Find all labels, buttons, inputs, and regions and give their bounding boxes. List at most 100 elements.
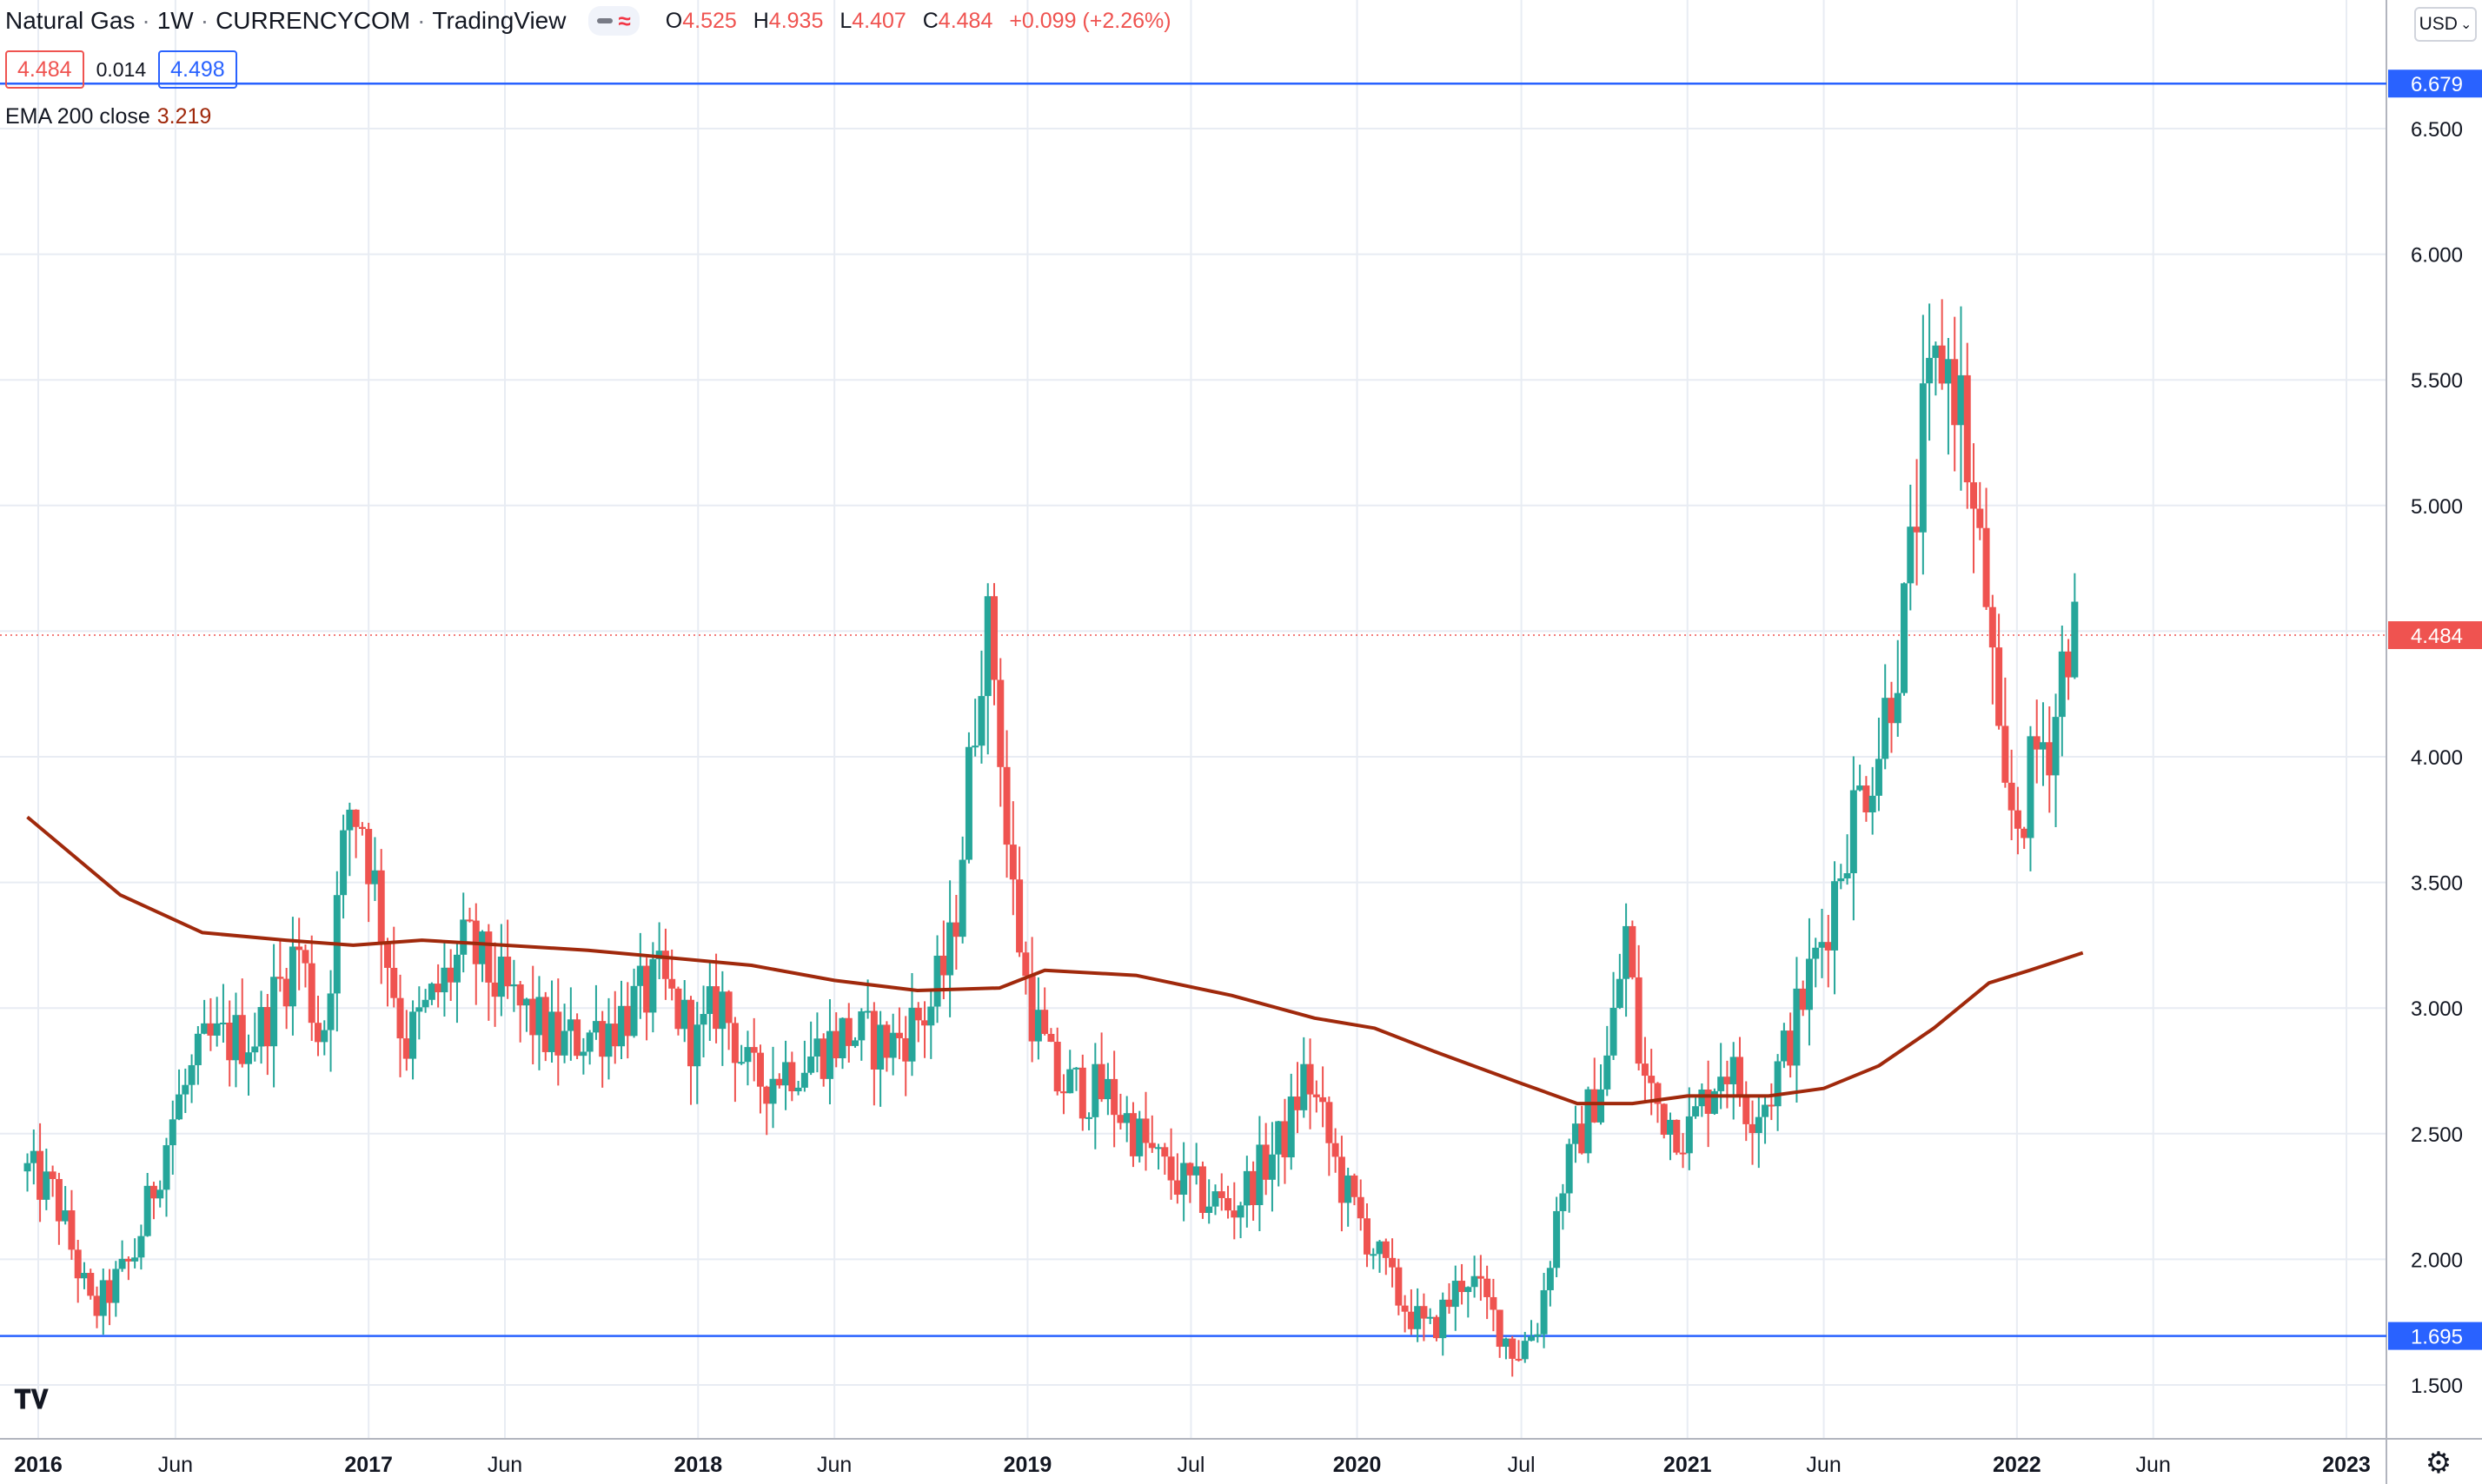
ema-label: EMA 200 close: [5, 104, 150, 129]
candle-body: [182, 1084, 189, 1095]
candle-body: [282, 978, 290, 1007]
candle-body: [1066, 1069, 1074, 1094]
candle-body: [800, 1072, 808, 1088]
separator-dot: ·: [142, 7, 150, 34]
candle-body: [1439, 1299, 1447, 1339]
candle-body: [1995, 647, 2003, 726]
candle-body: [1888, 698, 1895, 724]
candle-body: [820, 1038, 827, 1079]
price-axis-label-bg: [2388, 1322, 2482, 1350]
candle-body: [1047, 1033, 1055, 1043]
x-tick-label: 2021: [1663, 1453, 1712, 1477]
interval-label[interactable]: 1W: [156, 7, 194, 34]
candle-body: [1490, 1296, 1497, 1310]
candle-body: [1407, 1311, 1415, 1329]
wave-icon[interactable]: ≈: [618, 7, 631, 34]
candle-body: [655, 951, 663, 959]
candle-body: [775, 1078, 783, 1086]
candle-body: [1092, 1063, 1099, 1117]
candle-body: [1059, 1091, 1067, 1094]
hide-icon[interactable]: [597, 18, 614, 23]
candle-body: [1363, 1218, 1370, 1255]
candle-body: [74, 1249, 82, 1279]
candle-body: [1907, 527, 1915, 584]
candle-body: [143, 1185, 151, 1236]
gear-icon[interactable]: ⚙: [2425, 1447, 2452, 1480]
candle-body: [813, 1038, 821, 1057]
candle-body: [1868, 795, 1876, 813]
candle-body: [1787, 1030, 1795, 1066]
candle-body: [441, 967, 448, 993]
candle-body: [1723, 1077, 1731, 1084]
candle-body: [1818, 942, 1826, 948]
candle-body: [1432, 1316, 1440, 1339]
candle-body: [1022, 952, 1030, 977]
y-tick-label: 1.500: [2411, 1375, 2463, 1398]
candle-body: [238, 1015, 246, 1064]
candle-body: [1483, 1278, 1491, 1297]
candle-body: [1041, 1010, 1049, 1034]
candle-body: [1553, 1210, 1561, 1269]
symbol-name[interactable]: Natural Gas: [5, 7, 136, 34]
candle-body: [991, 596, 999, 680]
candle-body: [1982, 527, 1990, 607]
candle-body: [661, 951, 669, 979]
candle-body: [315, 1023, 322, 1043]
candle-body: [1337, 1156, 1345, 1203]
candle-body: [1231, 1210, 1238, 1218]
candle-body: [1805, 958, 1813, 1010]
x-tick-label: Jun: [817, 1453, 852, 1477]
x-tick-label: Jun: [2136, 1453, 2171, 1477]
candle-body: [630, 985, 638, 1037]
ema-value: 3.219: [156, 104, 212, 129]
candle-body: [1218, 1191, 1225, 1198]
candle-body: [213, 1023, 221, 1036]
candle-body: [2021, 828, 2028, 838]
candle-body: [1812, 947, 1820, 959]
candle-body: [1799, 988, 1807, 1010]
candle-body: [2046, 742, 2054, 776]
candle-body: [1774, 1061, 1782, 1107]
candle-body: [232, 1015, 240, 1061]
currency-dropdown[interactable]: USD ⌄: [2414, 7, 2477, 42]
candle-body: [1667, 1119, 1675, 1135]
candle-body: [1951, 359, 1959, 426]
candle-body: [1932, 345, 1940, 358]
candle-body: [188, 1064, 196, 1085]
candle-body: [1603, 1055, 1611, 1090]
candle-body: [794, 1087, 802, 1092]
candle-body: [390, 967, 398, 998]
candle-body: [1034, 1010, 1042, 1042]
candle-body: [263, 1007, 271, 1047]
candle-body: [1648, 1076, 1656, 1083]
candle-body: [1287, 1096, 1295, 1158]
ema-legend[interactable]: EMA 200 close 3.219: [5, 104, 211, 129]
sell-price-button[interactable]: 4.484: [5, 50, 84, 89]
candle-body: [1104, 1078, 1112, 1100]
candle-body: [668, 978, 676, 989]
high-value: 4.935: [768, 8, 824, 33]
buy-price-button[interactable]: 4.498: [158, 50, 237, 89]
candle-body: [952, 922, 960, 937]
candle-body: [933, 955, 941, 1007]
candle-body: [245, 1052, 253, 1064]
candle-body: [643, 965, 651, 1013]
x-tick-label: Jun: [1806, 1453, 1841, 1477]
indicator-toggle-pill[interactable]: ≈: [588, 6, 640, 36]
candle-body: [201, 1023, 209, 1034]
candle-body: [1963, 374, 1971, 483]
candle-body: [2052, 717, 2060, 776]
candle-body: [36, 1150, 44, 1200]
price-axis-label: 6.679: [2411, 73, 2463, 96]
tradingview-logo-icon[interactable]: 𝐓𝐕: [14, 1386, 49, 1414]
candle-body: [1862, 785, 1870, 813]
candle-body: [1451, 1281, 1459, 1308]
y-tick-label: 2.500: [2411, 1123, 2463, 1147]
candle-body: [864, 1010, 872, 1013]
candle-body: [1173, 1180, 1181, 1196]
candle-body: [257, 1007, 265, 1047]
candle-body: [908, 1007, 916, 1062]
candle-body: [1268, 1154, 1276, 1180]
candle-body: [1420, 1306, 1428, 1319]
